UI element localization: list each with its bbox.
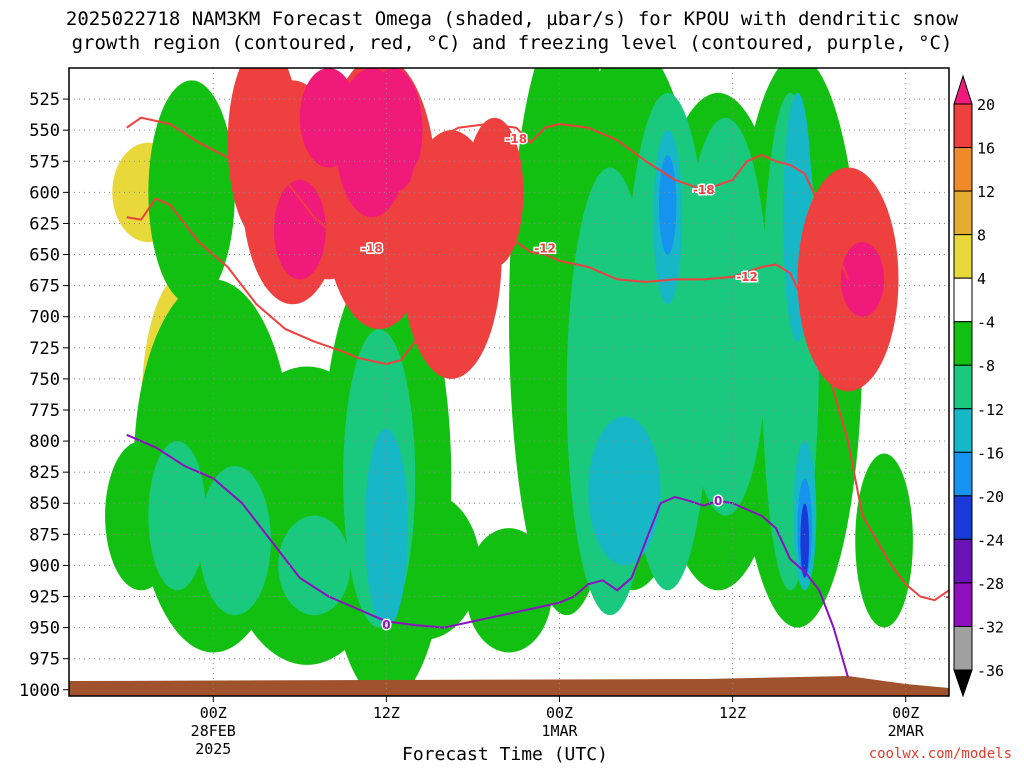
colorbar-label: -24 (977, 531, 1004, 549)
y-tick-label: 950 (29, 619, 60, 639)
terrain-ground (69, 676, 949, 696)
colorbar-swatch (953, 190, 973, 236)
source-credit: coolwx.com/models (868, 746, 1012, 762)
colorbar-swatch (953, 625, 973, 671)
colorbar-swatch (953, 538, 973, 584)
temperature-contour (126, 187, 949, 602)
colorbar-label: -32 (977, 618, 1004, 636)
y-tick-label: 575 (29, 152, 60, 172)
x-tick-label: 00Z (546, 704, 573, 722)
y-tick-label: 750 (29, 370, 60, 390)
y-tick-label: 975 (29, 650, 60, 670)
colorbar-swatch (953, 582, 973, 627)
colorbar-label: -28 (977, 575, 1004, 593)
omega-shaded-region (659, 155, 677, 255)
x-tick-label: 12Z (373, 704, 400, 722)
y-tick-label: 875 (29, 525, 60, 545)
y-tick-label: 675 (29, 277, 60, 297)
omega-shaded-region (148, 80, 235, 305)
contour-label: -18 (693, 183, 715, 197)
colorbar-label: 12 (977, 183, 995, 201)
colorbar-label: 8 (977, 227, 986, 245)
colorbar-label: -12 (977, 401, 1004, 419)
colorbar-label: -8 (977, 357, 995, 375)
x-tick-label: 1MAR (541, 722, 578, 740)
omega-shaded-region (273, 179, 326, 280)
x-tick-label: 2025 (195, 740, 231, 758)
colorbar-swatch (953, 277, 973, 323)
contour-label: -12 (736, 270, 758, 284)
x-axis-title: Forecast Time (UTC) (402, 744, 608, 765)
omega-shaded-region (588, 416, 661, 566)
colorbar-swatch (953, 321, 973, 366)
colorbar-bottom-arrow (953, 669, 973, 698)
y-tick-label: 725 (29, 339, 60, 359)
y-tick-label: 650 (29, 246, 60, 266)
omega-shaded-region (682, 117, 769, 516)
y-tick-label: 800 (29, 432, 60, 452)
contour-label: 0 (714, 494, 722, 508)
colorbar-swatch (953, 408, 973, 453)
plot-frame (68, 67, 950, 697)
y-tick-label: 525 (29, 90, 60, 110)
y-tick-label: 925 (29, 588, 60, 608)
colorbar-label: -20 (977, 488, 1004, 506)
chart-title-line-2: growth region (contoured, red, °C) and f… (71, 32, 953, 54)
y-tick-label: 600 (29, 183, 60, 203)
y-tick-label: 625 (29, 214, 60, 234)
contour-label: -12 (534, 241, 556, 255)
omega-shaded-region (148, 441, 207, 591)
colorbar-swatch (953, 147, 973, 192)
temperature-contour (126, 116, 849, 280)
omega-shaded-region (465, 528, 553, 653)
omega-shaded-region (800, 503, 810, 578)
colorbar-swatch (953, 234, 973, 279)
y-tick-label: 550 (29, 121, 60, 141)
colorbar-top-arrow (953, 74, 973, 105)
x-tick-label: 2MAR (888, 722, 925, 740)
x-tick-label: 12Z (719, 704, 746, 722)
contour-label: -18 (505, 132, 527, 146)
colorbar-label: 16 (977, 140, 995, 158)
chart-title-line-1: 2025022718 NAM3KM Forecast Omega (shaded… (65, 8, 959, 30)
colorbar-label: 20 (977, 96, 995, 114)
colorbar-swatch (953, 364, 973, 410)
y-tick-label: 825 (29, 463, 60, 483)
contour-label: -18 (361, 241, 383, 255)
colorbar-label: -36 (977, 662, 1004, 680)
colorbar-swatch (953, 103, 973, 149)
x-tick-label: 28FEB (191, 722, 236, 740)
x-tick-label: 00Z (892, 704, 919, 722)
y-tick-label: 900 (29, 556, 60, 576)
colorbar-swatch (953, 495, 973, 540)
colorbar-label: -16 (977, 444, 1004, 462)
contour-label: -12 (945, 590, 967, 604)
y-tick-label: 775 (29, 401, 60, 421)
y-tick-label: 700 (29, 308, 60, 328)
omega-shaded-region (855, 453, 913, 628)
contour-label: 0 (382, 618, 390, 632)
colorbar-swatch (953, 451, 973, 497)
temperature-contour (126, 433, 849, 678)
omega-shaded-region (840, 242, 885, 317)
y-tick-label: 1000 (19, 681, 60, 701)
x-tick-label: 00Z (200, 704, 227, 722)
colorbar-label: -4 (977, 314, 995, 332)
omega-shaded-region (198, 465, 271, 616)
y-tick-label: 850 (29, 494, 60, 514)
colorbar-label: 4 (977, 270, 986, 288)
